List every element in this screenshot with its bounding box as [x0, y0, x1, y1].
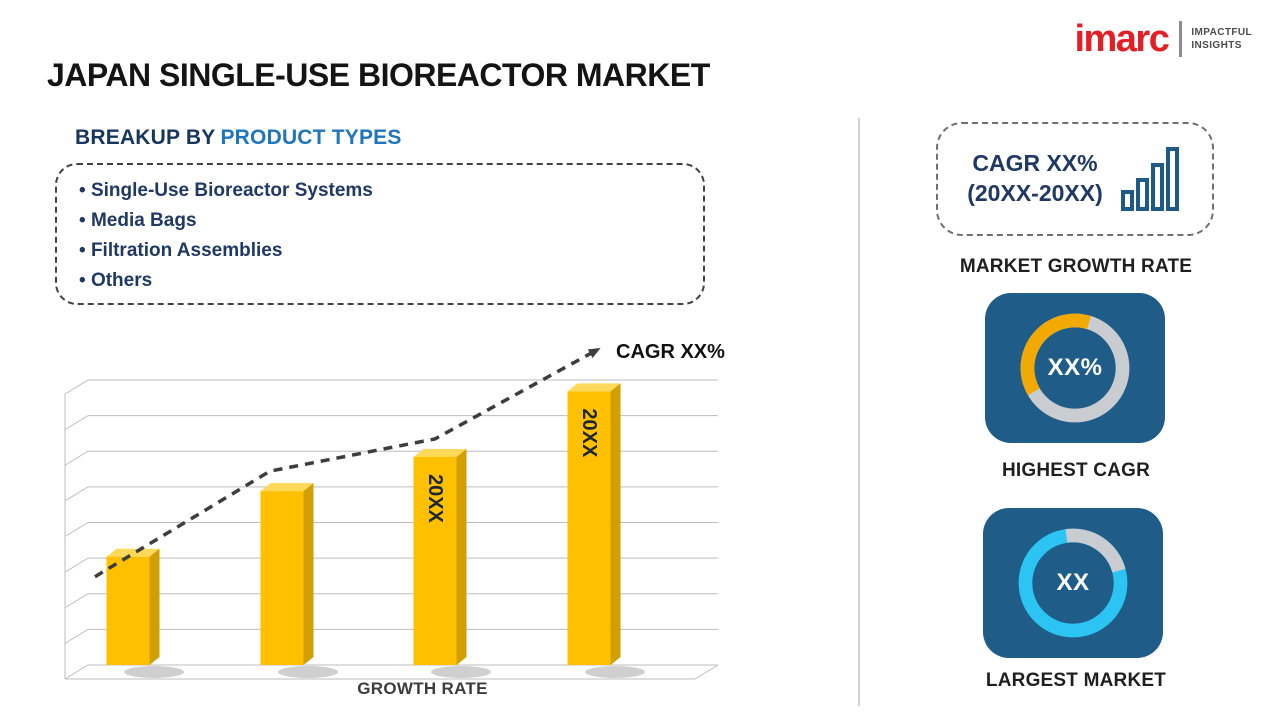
highest-cagr-card: XX% — [985, 293, 1165, 443]
highest-cagr-donut — [1020, 313, 1130, 423]
largest-market-value: XX — [1056, 569, 1090, 596]
cagr-trend-label: CAGR XX% — [616, 341, 725, 363]
product-type-item: Single-Use Bioreactor Systems — [79, 176, 681, 206]
chart-x-axis-label: GROWTH RATE — [357, 679, 488, 698]
largest-market-card: XX — [983, 508, 1163, 658]
logo-tagline-line2: INSIGHTS — [1191, 40, 1242, 51]
largest-market-caption: LARGEST MARKET — [985, 670, 1167, 691]
breakup-heading: BREAKUP BY PRODUCT TYPES — [75, 126, 402, 150]
logo-separator — [1179, 21, 1183, 57]
bar-chart-icon — [1120, 147, 1179, 211]
logo-tagline: IMPACTFUL INSIGHTS — [1191, 26, 1252, 53]
market-growth-rate-caption: MARKET GROWTH RATE — [959, 256, 1193, 277]
product-type-item: Media Bags — [79, 206, 681, 236]
product-types-list: Single-Use Bioreactor SystemsMedia BagsF… — [79, 176, 681, 296]
cagr-line1: CAGR XX% — [972, 150, 1098, 177]
imarc-logo: imarc IMPACTFUL INSIGHTS — [1074, 20, 1252, 58]
breakup-heading-prefix: BREAKUP BY — [75, 126, 216, 149]
svg-text:20XX: 20XX — [424, 474, 446, 524]
product-types-box: Single-Use Bioreactor SystemsMedia BagsF… — [55, 163, 705, 305]
product-type-item: Filtration Assemblies — [79, 236, 681, 266]
growth-bar-chart: 20XX 20XX — [64, 347, 719, 680]
largest-market-donut — [1018, 528, 1128, 638]
section-divider — [858, 118, 860, 706]
product-type-item: Others — [79, 266, 681, 296]
page-title: JAPAN SINGLE-USE BIOREACTOR MARKET — [47, 57, 710, 93]
market-growth-card: CAGR XX% (20XX-20XX) — [936, 122, 1214, 236]
svg-text:20XX: 20XX — [578, 408, 600, 458]
breakup-heading-highlight: PRODUCT TYPES — [220, 126, 402, 149]
logo-tagline-line1: IMPACTFUL — [1191, 26, 1252, 38]
cagr-value-text: CAGR XX% (20XX-20XX) — [967, 149, 1103, 209]
highest-cagr-value: XX% — [1047, 354, 1103, 381]
highest-cagr-caption: HIGHEST CAGR — [1001, 460, 1151, 481]
cagr-line2: (20XX-20XX) — [967, 180, 1103, 206]
imarc-wordmark: imarc — [1074, 18, 1169, 60]
